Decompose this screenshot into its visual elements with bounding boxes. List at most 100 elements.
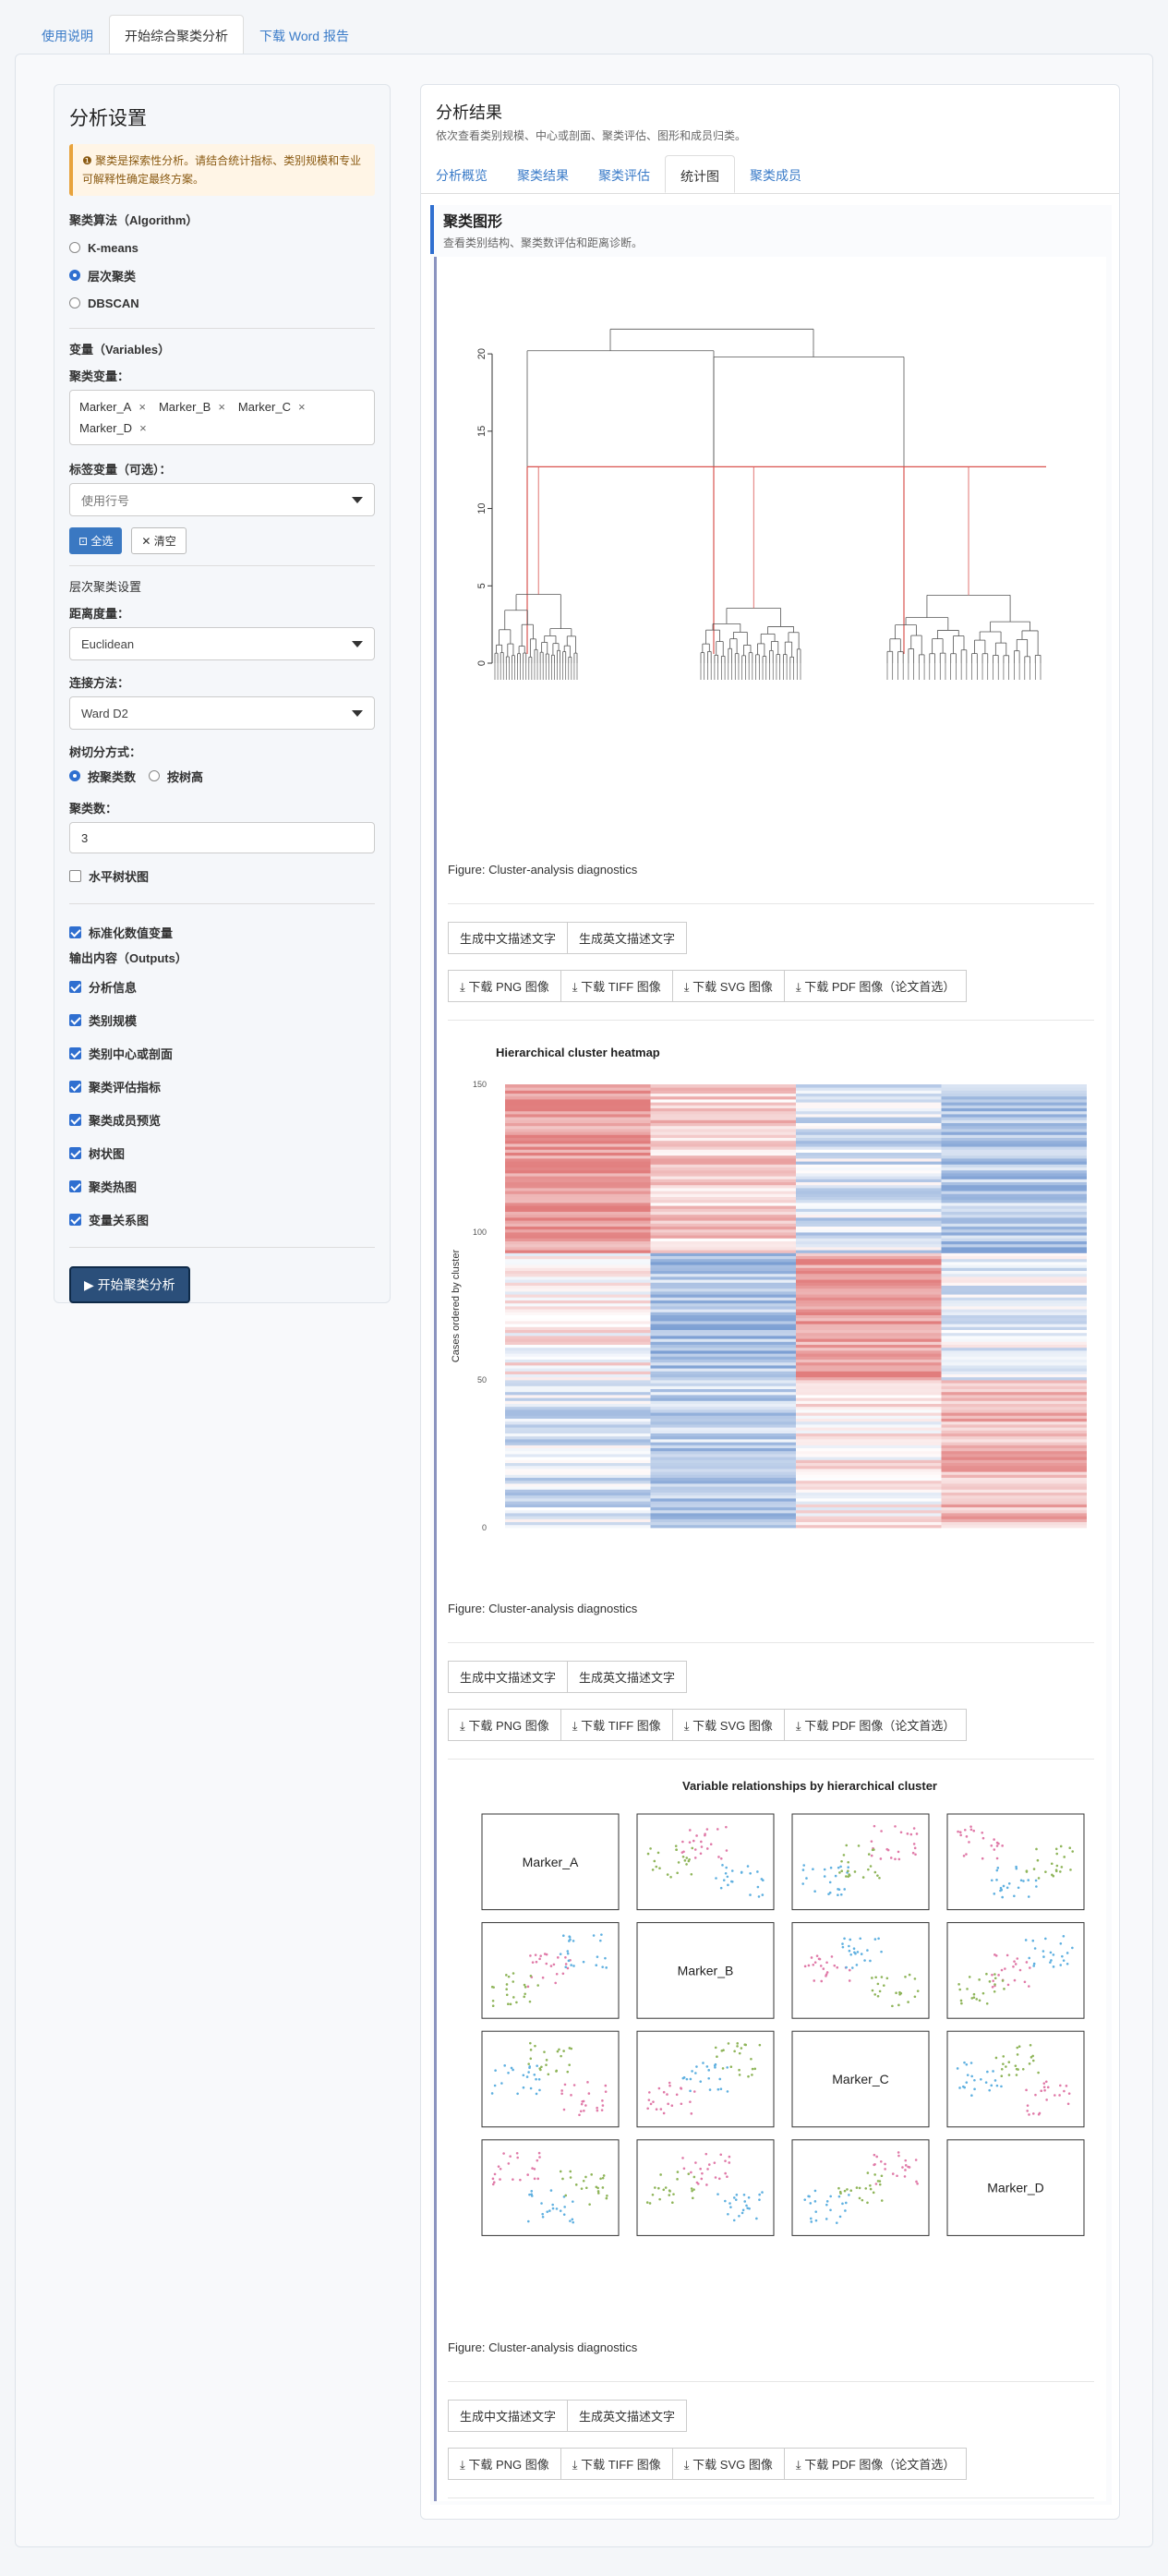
heatmap-cell: [650, 1196, 796, 1201]
data-point: [561, 2177, 564, 2181]
heatmap-cell: [941, 1430, 1087, 1433]
k-input[interactable]: 3: [69, 822, 375, 853]
heatmap-cell: [650, 1492, 796, 1496]
data-point: [681, 1855, 685, 1858]
radio-dot[interactable]: [69, 297, 80, 308]
radio-dot[interactable]: [69, 242, 80, 253]
tab-start-analysis[interactable]: 开始综合聚类分析: [109, 15, 244, 55]
hier-settings-label: 层次聚类设置: [69, 580, 142, 594]
checkbox[interactable]: [69, 1013, 81, 1026]
remove-icon[interactable]: ×: [297, 400, 306, 414]
chip-marker-d[interactable]: Marker_D ×: [79, 421, 147, 435]
data-point: [844, 2201, 848, 2205]
clear-button[interactable]: ✕ 清空: [131, 527, 187, 554]
download-tiff-button[interactable]: ⤓ 下载 TIFF 图像: [560, 1709, 673, 1741]
chip-marker-a[interactable]: Marker_A ×: [79, 400, 146, 414]
heatmap-cell: [941, 1450, 1087, 1455]
tab-instructions[interactable]: 使用说明: [42, 29, 93, 43]
download-svg-button[interactable]: ⤓ 下载 SVG 图像: [671, 2448, 785, 2480]
checkbox[interactable]: [69, 1146, 81, 1159]
heatmap-cell: [650, 1176, 796, 1179]
heatmap-cell: [796, 1117, 942, 1120]
tab-download-report[interactable]: 下载 Word 报告: [259, 29, 349, 43]
data-point: [963, 1828, 967, 1832]
download-svg-button[interactable]: ⤓ 下载 SVG 图像: [671, 970, 785, 1002]
linkage-select[interactable]: Ward D2: [69, 696, 375, 730]
heatmap-cell: [505, 1238, 651, 1241]
tab-members[interactable]: 聚类成员: [750, 168, 801, 183]
select-all-button[interactable]: ⊡ 全选: [69, 527, 123, 554]
checkbox[interactable]: [69, 1113, 81, 1126]
tab-overview[interactable]: 分析概览: [436, 168, 488, 183]
download-pdf-button[interactable]: ⤓ 下载 PDF 图像（论文首选）: [783, 970, 968, 1002]
checkbox[interactable]: [69, 1080, 81, 1093]
remove-icon[interactable]: ×: [218, 400, 225, 414]
data-point: [988, 2088, 992, 2092]
gen-en-button[interactable]: 生成英文描述文字: [567, 1661, 688, 1693]
data-point: [874, 2183, 878, 2185]
download-svg-button[interactable]: ⤓ 下载 SVG 图像: [671, 1709, 785, 1741]
label-var-select[interactable]: 使用行号: [69, 483, 375, 516]
gen-en-button[interactable]: 生成英文描述文字: [567, 922, 688, 954]
gen-cn-button[interactable]: 生成中文描述文字: [448, 2400, 569, 2432]
radio-kmeans[interactable]: K-means: [69, 234, 375, 261]
check-output-pairs[interactable]: 变量关系图: [69, 1203, 375, 1236]
check-standardize[interactable]: 标准化数值变量: [69, 915, 375, 949]
check-output-heatmap[interactable]: 聚类热图: [69, 1169, 375, 1203]
checkbox[interactable]: [69, 1046, 81, 1059]
check-output-info[interactable]: 分析信息: [69, 970, 375, 1003]
heatmap-cell: [941, 1336, 1087, 1339]
gen-cn-button[interactable]: 生成中文描述文字: [448, 922, 569, 954]
download-pdf-button[interactable]: ⤓ 下载 PDF 图像（论文首选）: [783, 1709, 968, 1741]
chip-marker-c[interactable]: Marker_C ×: [238, 400, 306, 414]
check-output-members[interactable]: 聚类成员预览: [69, 1103, 375, 1136]
distance-select[interactable]: Euclidean: [69, 627, 375, 660]
tab-evaluation[interactable]: 聚类评估: [598, 168, 650, 183]
download-png-button[interactable]: ⤓ 下载 PNG 图像: [448, 2448, 561, 2480]
radio-dbscan[interactable]: DBSCAN: [69, 289, 375, 317]
heatmap-cell: [941, 1341, 1087, 1345]
gen-en-button[interactable]: 生成英文描述文字: [567, 2400, 688, 2432]
checkbox[interactable]: [69, 1213, 81, 1226]
download-png-button[interactable]: ⤓ 下载 PNG 图像: [448, 970, 561, 1002]
download-tiff-button[interactable]: ⤓ 下载 TIFF 图像: [560, 2448, 673, 2480]
data-point: [1014, 2064, 1017, 2067]
check-output-centers[interactable]: 类别中心或剖面: [69, 1036, 375, 1070]
radio-cut-k[interactable]: 按聚类数: [69, 766, 136, 786]
radio-cut-height[interactable]: 按树高: [149, 766, 203, 786]
check-horizontal[interactable]: 水平树状图: [69, 859, 375, 892]
download-png-button[interactable]: ⤓ 下载 PNG 图像: [448, 1709, 561, 1741]
check-output-sizes[interactable]: 类别规模: [69, 1003, 375, 1036]
heatmap-cell: [796, 1504, 942, 1507]
heatmap-cell: [650, 1498, 796, 1502]
radio-dot[interactable]: [69, 770, 80, 781]
tab-plots[interactable]: 统计图: [665, 155, 735, 193]
heatmap-cell: [650, 1336, 796, 1339]
radio-dot[interactable]: [69, 270, 80, 281]
run-analysis-button[interactable]: ▶ 开始聚类分析: [69, 1266, 190, 1303]
radio-hierarchical[interactable]: 层次聚类: [69, 261, 375, 289]
data-point: [699, 2080, 703, 2083]
heatmap-cell: [796, 1521, 942, 1526]
check-output-eval[interactable]: 聚类评估指标: [69, 1070, 375, 1103]
radio-dot[interactable]: [149, 770, 161, 781]
heatmap-cell: [941, 1146, 1087, 1150]
remove-icon[interactable]: ×: [139, 421, 147, 435]
heatmap-cell: [650, 1282, 796, 1286]
download-pdf-button[interactable]: ⤓ 下载 PDF 图像（论文首选）: [783, 2448, 968, 2480]
checkbox[interactable]: [69, 869, 81, 882]
heatmap-cell: [796, 1341, 942, 1345]
checkbox[interactable]: [69, 980, 81, 993]
chip-marker-b[interactable]: Marker_B ×: [159, 400, 225, 414]
cluster-vars-input[interactable]: Marker_A × Marker_B × Marker_C × Marker_D ×: [69, 390, 375, 445]
data-point: [848, 1979, 851, 1982]
check-output-dendrogram[interactable]: 树状图: [69, 1136, 375, 1169]
checkbox[interactable]: [69, 925, 81, 938]
data-point: [1028, 1956, 1031, 1960]
data-point: [1066, 2102, 1070, 2106]
checkbox[interactable]: [69, 1179, 81, 1192]
tab-results[interactable]: 聚类结果: [517, 168, 569, 183]
download-tiff-button[interactable]: ⤓ 下载 TIFF 图像: [560, 970, 673, 1002]
remove-icon[interactable]: ×: [138, 400, 146, 414]
gen-cn-button[interactable]: 生成中文描述文字: [448, 1661, 569, 1693]
